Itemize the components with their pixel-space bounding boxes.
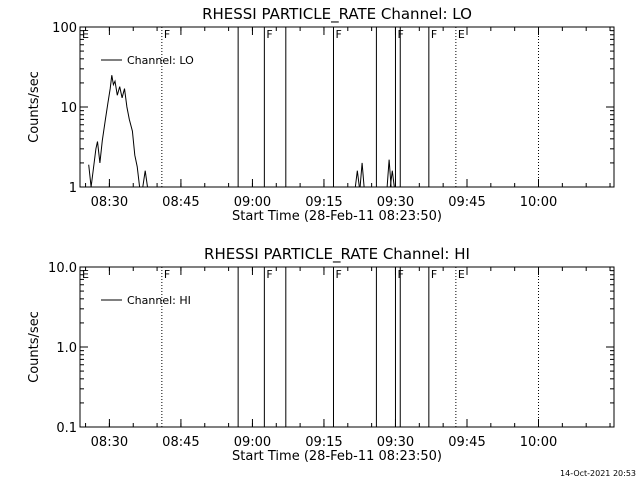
series-line <box>88 75 148 188</box>
x-tick-label: 09:30 <box>377 435 414 450</box>
x-tick-label: 09:30 <box>377 195 414 210</box>
x-tick-label: 10:00 <box>520 195 557 210</box>
event-label: F <box>164 28 170 41</box>
x-tick-label: 08:45 <box>162 195 199 210</box>
chart-panel-1: RHESSI PARTICLE_RATE Channel: LO 1 10 100 Co… <box>27 5 615 224</box>
y-tick-label: 0.1 <box>56 421 77 436</box>
y-axis-label: Counts/sec <box>27 71 42 143</box>
x-tick-label: 10:00 <box>520 435 557 450</box>
x-tick-label: 09:00 <box>234 435 271 450</box>
x-tick-label: 09:45 <box>448 435 485 450</box>
x-axis-label: Start Time (28-Feb-11 08:23:50) <box>232 209 442 224</box>
series-burst <box>386 159 392 188</box>
legend-label: Channel: HI <box>127 294 191 307</box>
x-tick-label: 08:45 <box>162 435 199 450</box>
y-tick-label: 10.0 <box>48 261 77 276</box>
series-burst <box>389 170 395 188</box>
event-label: F <box>266 268 272 281</box>
x-tick-label: 08:30 <box>91 195 128 210</box>
event-label: F <box>335 268 341 281</box>
event-label: F <box>431 28 437 41</box>
event-label: F <box>164 268 170 281</box>
legend-label: Channel: LO <box>127 54 194 67</box>
y-tick-label: 1 <box>69 181 77 196</box>
plot-frame <box>79 266 615 428</box>
y-tick-label: 100 <box>52 21 77 36</box>
event-label: F <box>431 268 437 281</box>
x-axis-label: Start Time (28-Feb-11 08:23:50) <box>232 449 442 464</box>
y-tick-label: 10 <box>60 101 77 116</box>
start-marker-label: E <box>82 28 89 41</box>
series-burst <box>359 162 365 188</box>
x-tick-label: 09:15 <box>305 195 342 210</box>
event-label: E <box>458 28 465 41</box>
event-label: F <box>335 28 341 41</box>
x-tick-label: 09:00 <box>234 195 271 210</box>
y-axis-label: Counts/sec <box>27 311 42 383</box>
plot-frame <box>79 26 615 188</box>
start-marker-label: E <box>82 268 89 281</box>
chart-panel-2: RHESSI PARTICLE_RATE Channel: HI 0.1 1.0 10… <box>27 245 615 464</box>
event-label: F <box>266 28 272 41</box>
series-burst <box>354 170 360 188</box>
x-tick-label: 09:45 <box>448 195 485 210</box>
event-label: E <box>458 268 465 281</box>
chart-title: RHESSI PARTICLE_RATE Channel: HI <box>204 245 470 264</box>
x-tick-label: 08:30 <box>91 435 128 450</box>
y-tick-label: 1.0 <box>56 341 77 356</box>
x-tick-label: 09:15 <box>305 435 342 450</box>
chart-title: RHESSI PARTICLE_RATE Channel: LO <box>202 5 472 24</box>
generation-timestamp: 14-Oct-2021 20:53 <box>560 469 636 478</box>
